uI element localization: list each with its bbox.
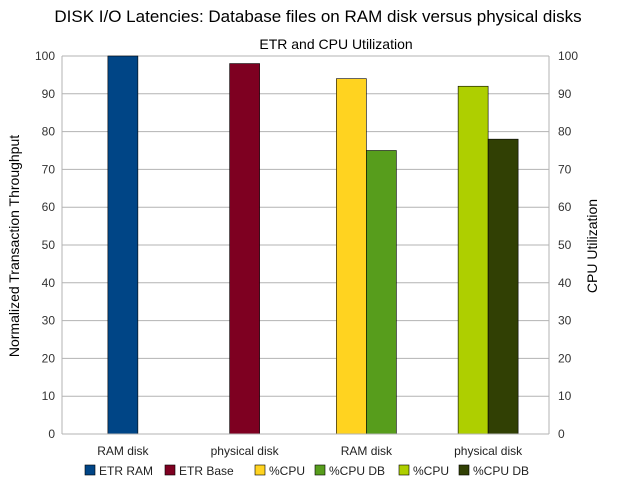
bars [107, 55, 519, 435]
legend-swatch [458, 464, 470, 476]
category-label: RAM disk [97, 444, 149, 458]
legend-label: ETR Base [179, 464, 234, 478]
y-tick-label: 60 [42, 200, 56, 214]
legend-swatch [84, 464, 96, 476]
y2-axis-title: CPU Utilization [584, 199, 600, 293]
y-tick-label: 40 [42, 276, 56, 290]
legend-label: ETR RAM [99, 464, 153, 478]
y2-tick-label: 50 [558, 238, 572, 252]
y-tick-label: 50 [42, 238, 56, 252]
y2-tick-label: 0 [558, 427, 565, 441]
bar-etr-ram [107, 55, 139, 435]
y2-tick-label: 60 [558, 200, 572, 214]
y-tick-label: 70 [42, 162, 56, 176]
y2-tick-label: 70 [558, 162, 572, 176]
y-tick-label: 20 [42, 351, 56, 365]
legend-swatch [164, 464, 176, 476]
category-labels: RAM disk physical disk RAM disk physical di… [97, 444, 523, 458]
bar-cpu-db [366, 150, 397, 435]
legend-label: %CPU [413, 464, 449, 478]
y-axis-title: Normalized Transaction Throughput [6, 135, 22, 357]
y2-tick-label: 40 [558, 276, 572, 290]
category-label: physical disk [454, 444, 523, 458]
legend-swatch [398, 464, 410, 476]
legend-label: %CPU DB [329, 464, 385, 478]
legend-label: %CPU DB [473, 464, 529, 478]
y2-tick-label: 10 [558, 389, 572, 403]
y-tick-label: 80 [42, 125, 56, 139]
bar-cpu [336, 78, 367, 435]
y2-tick-label: 90 [558, 87, 572, 101]
legend-label: %CPU [269, 464, 305, 478]
y-tick-label: 30 [42, 314, 56, 328]
category-label: RAM disk [341, 444, 393, 458]
axes [61, 56, 550, 435]
y2-tick-label: 30 [558, 314, 572, 328]
bar-etr-base [229, 63, 260, 435]
y-tick-label: 90 [42, 87, 56, 101]
y-tick-label: 10 [42, 389, 56, 403]
bar-cpu [457, 85, 489, 435]
y2-tick-label: 20 [558, 351, 572, 365]
chart-title: DISK I/O Latencies: Database files on RA… [54, 7, 581, 26]
legend: ETR RAM ETR Base %CPU %CPU DB %CPU %CPU DB [84, 464, 529, 478]
y-tick-label: 100 [35, 49, 55, 63]
chart-subtitle: ETR and CPU Utilization [259, 36, 412, 52]
tick-labels: 0 0 10 10 20 20 30 30 40 40 50 50 60 60 70 70 80 80 90 90 10… [35, 49, 578, 441]
y-tick-label: 0 [48, 427, 55, 441]
bar-cpu-db [487, 138, 519, 435]
y2-tick-label: 80 [558, 125, 572, 139]
y2-tick-label: 100 [558, 49, 578, 63]
legend-swatch [254, 464, 266, 476]
category-label: physical disk [211, 444, 280, 458]
legend-swatch [314, 464, 326, 476]
